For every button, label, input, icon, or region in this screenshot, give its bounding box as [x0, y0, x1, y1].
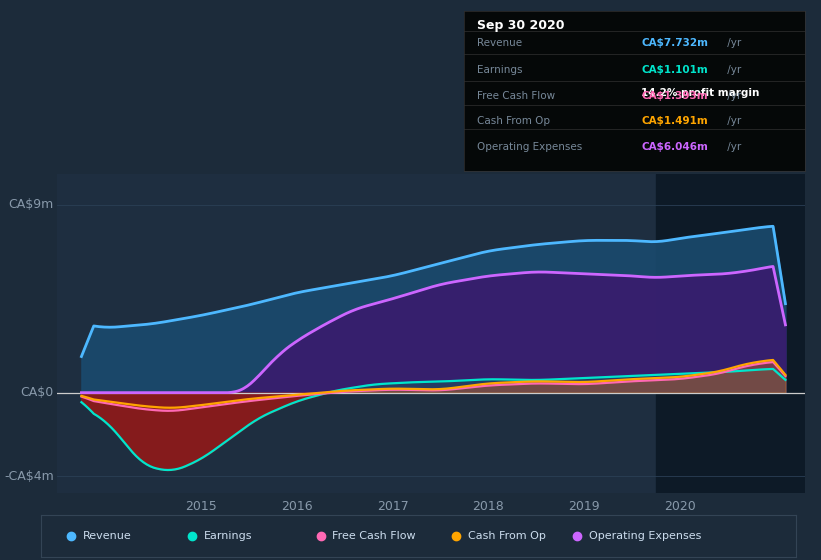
Text: Earnings: Earnings	[478, 66, 523, 75]
Text: /yr: /yr	[724, 38, 741, 48]
Text: Cash From Op: Cash From Op	[478, 116, 551, 127]
Bar	[656, 174, 805, 493]
Text: Revenue: Revenue	[83, 531, 131, 541]
Text: CA$6.046m: CA$6.046m	[641, 142, 708, 152]
Text: Sep 30 2020: Sep 30 2020	[478, 19, 565, 32]
Text: 14.2% profit margin: 14.2% profit margin	[641, 87, 759, 97]
Text: CA$9m: CA$9m	[8, 198, 53, 211]
Text: CA$1.101m: CA$1.101m	[641, 66, 708, 75]
Text: Revenue: Revenue	[478, 38, 523, 48]
Text: Operating Expenses: Operating Expenses	[589, 531, 701, 541]
Text: Earnings: Earnings	[204, 531, 252, 541]
Text: -CA$4m: -CA$4m	[4, 470, 53, 483]
Text: Free Cash Flow: Free Cash Flow	[478, 91, 556, 101]
Text: /yr: /yr	[724, 91, 741, 101]
Text: CA$7.732m: CA$7.732m	[641, 38, 708, 48]
Text: /yr: /yr	[724, 116, 741, 127]
Text: Cash From Op: Cash From Op	[468, 531, 546, 541]
Text: CA$0: CA$0	[21, 386, 53, 399]
Text: CA$1.393m: CA$1.393m	[641, 91, 708, 101]
Text: /yr: /yr	[724, 142, 741, 152]
Text: /yr: /yr	[724, 66, 741, 75]
Text: Operating Expenses: Operating Expenses	[478, 142, 583, 152]
Text: CA$1.491m: CA$1.491m	[641, 116, 708, 127]
Text: Free Cash Flow: Free Cash Flow	[332, 531, 415, 541]
